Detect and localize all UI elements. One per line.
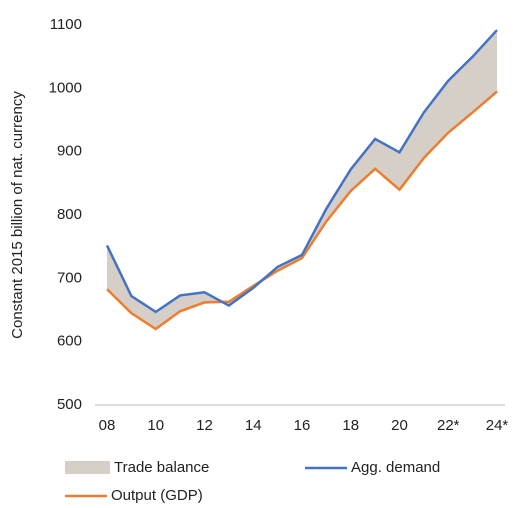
y-tick-label: 800 xyxy=(57,206,82,223)
x-tick-label: 24* xyxy=(486,417,509,434)
x-tick-label: 14 xyxy=(245,417,262,434)
y-tick-label: 600 xyxy=(57,333,82,350)
legend-swatch xyxy=(65,461,110,474)
y-tick-label: 1000 xyxy=(49,79,82,96)
y-tick-label: 700 xyxy=(57,269,82,286)
y-tick-label: 1100 xyxy=(50,16,82,33)
x-tick-label: 20 xyxy=(391,417,408,434)
legend-label: Trade balance xyxy=(114,459,209,476)
y-axis-title: Constant 2015 billion of nat. currency xyxy=(9,91,26,339)
legend-label: Output (GDP) xyxy=(111,487,203,504)
trade-balance-area xyxy=(107,30,497,329)
x-tick-label: 18 xyxy=(342,417,359,434)
legend-label: Agg. demand xyxy=(351,459,440,476)
series-line xyxy=(106,90,498,331)
x-tick-label: 22* xyxy=(437,417,460,434)
x-tick-label: 12 xyxy=(196,417,213,434)
x-tick-label: 10 xyxy=(147,417,164,434)
x-tick-label: 16 xyxy=(294,417,311,434)
y-tick-label: 500 xyxy=(57,396,82,413)
series-line xyxy=(105,29,498,314)
x-tick-label: 08 xyxy=(99,417,116,434)
y-tick-label: 900 xyxy=(57,143,82,160)
